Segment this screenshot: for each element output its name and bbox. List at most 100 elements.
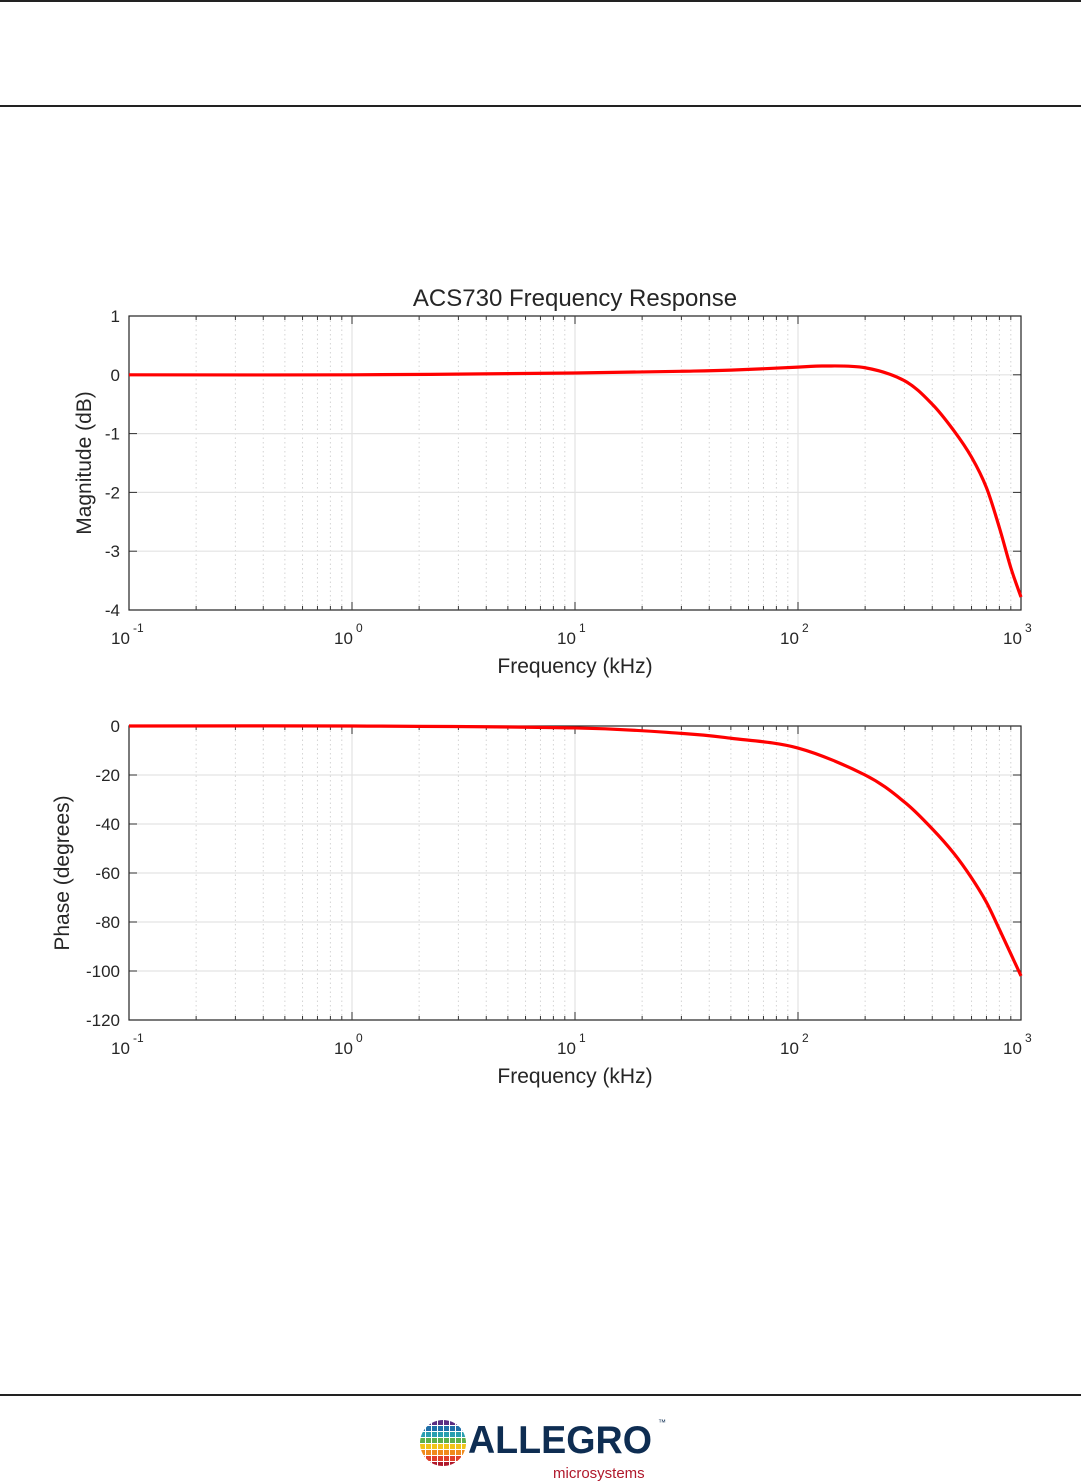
globe-cell [438,1420,443,1425]
globe-grid [420,1420,466,1466]
globe-cell [456,1456,461,1461]
logo-globe-icon [420,1420,466,1466]
y-tick-label: -20 [95,766,120,785]
x-tick-exponent: -1 [133,1031,144,1045]
globe-cell [456,1426,461,1431]
globe-cell [462,1462,466,1466]
x-tick-exponent: 3 [1025,1031,1032,1045]
globe-cell [462,1420,466,1425]
plot-frame [128,725,1022,1021]
x-axis-label: Frequency (kHz) [497,655,652,678]
x-tick-exponent: 2 [802,621,809,635]
globe-cell [420,1420,425,1425]
globe-cell [438,1456,443,1461]
globe-cell [420,1438,425,1443]
y-tick-label: -60 [95,864,120,883]
x-tick-base: 10 [1003,629,1022,648]
x-tick-exponent: 1 [579,1031,586,1045]
globe-cell [420,1426,425,1431]
x-tick-base: 10 [780,1039,799,1058]
globe-cell [438,1450,443,1455]
globe-cell [450,1444,455,1449]
x-tick-exponent: 1 [579,621,586,635]
globe-cell [426,1456,431,1461]
x-tick-base: 10 [780,629,799,648]
x-tick-exponent: 3 [1025,621,1032,635]
x-tick-exponent: 2 [802,1031,809,1045]
globe-cell [438,1444,443,1449]
globe-cell [456,1444,461,1449]
globe-cell [438,1462,443,1466]
y-tick-label: 1 [111,307,120,326]
globe-cell [462,1426,466,1431]
logo-subtext: microsystems [553,1465,645,1482]
globe-cell [450,1450,455,1455]
globe-cell [432,1420,437,1425]
globe-cell [444,1450,449,1455]
globe-cell [438,1426,443,1431]
x-tick-base: 10 [334,629,353,648]
globe-cell [444,1456,449,1461]
globe-cell [420,1432,425,1437]
globe-cell [456,1438,461,1443]
globe-cell [432,1432,437,1437]
logo-tm: ™ [658,1418,666,1427]
x-tick-exponent: -1 [133,621,144,635]
globe-cell [444,1420,449,1425]
globe-cell [426,1438,431,1443]
globe-cell [426,1420,431,1425]
y-tick-label: -4 [105,601,120,620]
globe-cell [462,1438,466,1443]
header-rule [0,105,1081,107]
globe-cell [420,1450,425,1455]
x-tick-exponent: 0 [356,621,363,635]
globe-cell [432,1438,437,1443]
x-tick-base: 10 [111,629,130,648]
x-tick-exponent: 0 [356,1031,363,1045]
globe-cell [426,1426,431,1431]
series-line [128,364,1023,598]
x-tick-base: 10 [557,629,576,648]
y-axis-label: Magnitude (dB) [73,391,96,535]
globe-cell [450,1426,455,1431]
globe-cell [432,1462,437,1466]
y-tick-label: 0 [111,717,120,736]
x-tick-base: 10 [557,1039,576,1058]
y-tick-label: -40 [95,815,120,834]
globe-cell [450,1462,455,1466]
globe-cell [462,1432,466,1437]
globe-cell [432,1444,437,1449]
globe-cell [450,1438,455,1443]
y-tick-label: -1 [105,425,120,444]
x-axis-label: Frequency (kHz) [497,1065,652,1088]
globe-cell [444,1432,449,1437]
globe-cell [456,1432,461,1437]
globe-cell [450,1456,455,1461]
allegro-logo: ALLEGRO ™ microsystems [420,1418,666,1482]
y-axis-label: Phase (degrees) [51,795,74,950]
globe-cell [426,1450,431,1455]
globe-cell [444,1462,449,1466]
y-tick-label: -3 [105,542,120,561]
globe-cell [450,1420,455,1425]
series-line [128,724,1023,977]
globe-cell [432,1426,437,1431]
globe-cell [426,1444,431,1449]
y-tick-label: 0 [111,366,120,385]
y-tick-label: -100 [86,962,120,981]
globe-cell [438,1432,443,1437]
globe-cell [456,1420,461,1425]
globe-cell [420,1462,425,1466]
y-tick-label: -120 [86,1011,120,1030]
globe-cell [438,1438,443,1443]
globe-cell [450,1432,455,1437]
x-tick-base: 10 [111,1039,130,1058]
globe-cell [462,1456,466,1461]
x-tick-base: 10 [334,1039,353,1058]
globe-cell [420,1444,425,1449]
globe-cell [426,1462,431,1466]
globe-cell [462,1444,466,1449]
globe-cell [456,1462,461,1466]
